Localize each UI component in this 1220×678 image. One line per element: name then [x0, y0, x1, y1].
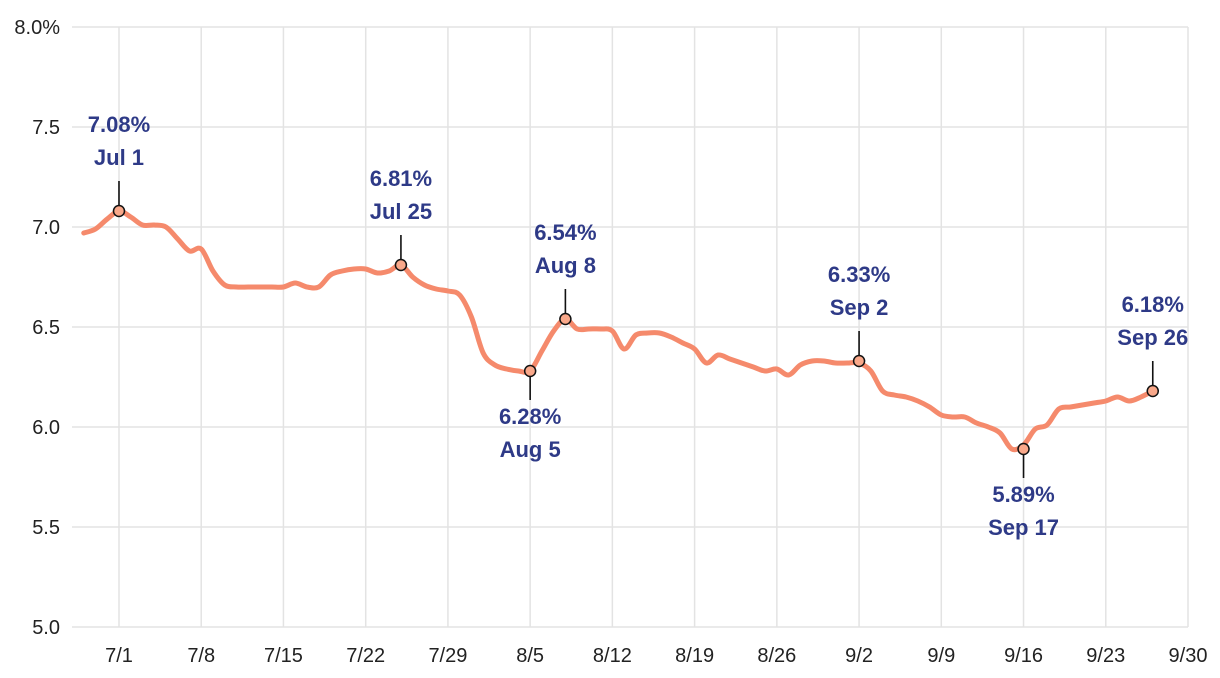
- annotation-value-label: 6.33%: [828, 262, 890, 287]
- annotation-value-label: 7.08%: [88, 112, 150, 137]
- x-gridlines: [118, 27, 1189, 627]
- x-tick-label: 9/16: [1004, 645, 1043, 667]
- y-tick-label: 6.0: [32, 417, 60, 439]
- annotation: 6.81% Jul 25: [370, 166, 432, 272]
- annotation-marker: [559, 312, 572, 326]
- x-axis-tick-labels: 7/1 7/8 7/15 7/22 7/29 8/5 8/12 8/19 8/26 9/2 9/9 9…: [105, 645, 1207, 667]
- x-tick-label: 7/22: [346, 645, 385, 667]
- x-tick-label: 9/2: [845, 645, 873, 667]
- series-line-rate: [81, 208, 1156, 453]
- y-gridlines: [72, 26, 1188, 628]
- annotation-value-label: 6.81%: [370, 166, 432, 191]
- annotation-date-label: Sep 2: [830, 295, 889, 320]
- annotation-value-label: 5.89%: [992, 482, 1054, 507]
- annotation-marker: [852, 354, 866, 368]
- annotation-marker: [1146, 384, 1160, 398]
- annotation-value-label: 6.54%: [534, 220, 596, 245]
- annotation: 5.89% Sep 17: [988, 442, 1059, 540]
- annotation-date-label: Jul 25: [370, 199, 432, 224]
- annotation-date-label: Jul 1: [94, 145, 144, 170]
- annotation: 7.08% Jul 1: [88, 112, 150, 218]
- x-tick-label: 7/29: [428, 645, 467, 667]
- x-tick-label: 8/12: [593, 645, 632, 667]
- x-tick-label: 9/30: [1169, 645, 1208, 667]
- annotation-value-label: 6.28%: [499, 404, 561, 429]
- annotation-date-label: Aug 5: [500, 437, 561, 462]
- x-tick-label: 8/19: [675, 645, 714, 667]
- y-tick-label: 5.5: [32, 517, 60, 539]
- y-tick-label: 5.0: [32, 617, 60, 639]
- y-tick-label: 6.5: [32, 317, 60, 339]
- annotation: 6.33% Sep 2: [828, 262, 890, 368]
- y-tick-label: 7.5: [32, 117, 60, 139]
- x-tick-label: 7/15: [264, 645, 303, 667]
- annotation-date-label: Aug 8: [535, 253, 596, 278]
- x-tick-label: 9/9: [927, 645, 955, 667]
- annotation-marker: [1017, 442, 1030, 456]
- annotation-marker: [112, 204, 126, 218]
- y-tick-label: 7.0: [32, 217, 60, 239]
- annotation: 6.18% Sep 26: [1117, 292, 1188, 398]
- annotation: 6.54% Aug 8: [534, 220, 597, 326]
- x-tick-label: 8/5: [516, 645, 544, 667]
- y-axis-tick-labels: 5.0 5.5 6.0 6.5 7.0 7.5 8.0%: [14, 17, 60, 639]
- annotation-marker: [394, 258, 408, 272]
- annotation-marker: [523, 364, 537, 378]
- series-layer: [81, 208, 1156, 453]
- annotations: 7.08% Jul 1 6.81% Jul 25 6.28% Aug 5 6.54% Aug …: [88, 112, 1188, 540]
- x-tick-label: 8/26: [757, 645, 796, 667]
- y-tick-label: 8.0%: [14, 17, 60, 39]
- x-tick-label: 7/1: [105, 645, 133, 667]
- annotation-value-label: 6.18%: [1122, 292, 1184, 317]
- annotation-date-label: Sep 17: [988, 515, 1059, 540]
- annotation-date-label: Sep 26: [1117, 325, 1188, 350]
- x-tick-label: 7/8: [187, 645, 215, 667]
- annotation: 6.28% Aug 5: [499, 364, 561, 462]
- x-tick-label: 9/23: [1086, 645, 1125, 667]
